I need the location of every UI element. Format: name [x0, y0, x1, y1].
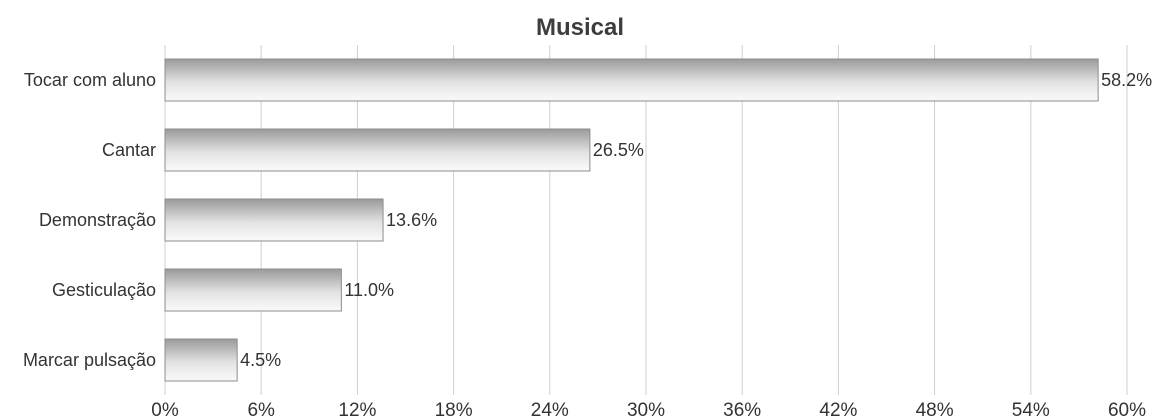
data-label: 13.6%: [386, 210, 437, 230]
bar-layer: [164, 58, 1099, 382]
x-tick-label: 24%: [531, 400, 569, 419]
category-label: Demonstração: [39, 210, 156, 230]
label-layer: 0% 6% 12% 18% 24% 30% 36% 42% 48% 54% 60% Tocar com…: [23, 70, 1152, 419]
bar: [164, 338, 238, 382]
category-label: Marcar pulsação: [23, 350, 156, 370]
chart-title: Musical: [536, 14, 624, 41]
x-tick-label: 48%: [916, 400, 954, 419]
category-label: Cantar: [102, 140, 156, 160]
bar: [164, 128, 591, 172]
x-tick-label: 6%: [247, 400, 275, 419]
grid-layer: [164, 45, 1128, 395]
category-label: Gesticulação: [52, 280, 156, 300]
bar: [164, 58, 1099, 102]
category-label: Tocar com aluno: [24, 70, 156, 90]
data-label: 4.5%: [240, 350, 281, 370]
x-tick-label: 18%: [435, 400, 473, 419]
bar: [164, 198, 384, 242]
data-label: 26.5%: [593, 140, 644, 160]
x-tick-label: 36%: [723, 400, 761, 419]
x-tick-label: 54%: [1012, 400, 1050, 419]
x-tick-label: 30%: [627, 400, 665, 419]
data-label: 11.0%: [344, 280, 394, 300]
x-tick-label: 12%: [338, 400, 376, 419]
x-tick-label: 0%: [151, 400, 179, 419]
data-label: 58.2%: [1101, 70, 1152, 90]
x-tick-label: 42%: [819, 400, 857, 419]
bar: [164, 268, 342, 312]
x-tick-label: 60%: [1108, 400, 1146, 419]
